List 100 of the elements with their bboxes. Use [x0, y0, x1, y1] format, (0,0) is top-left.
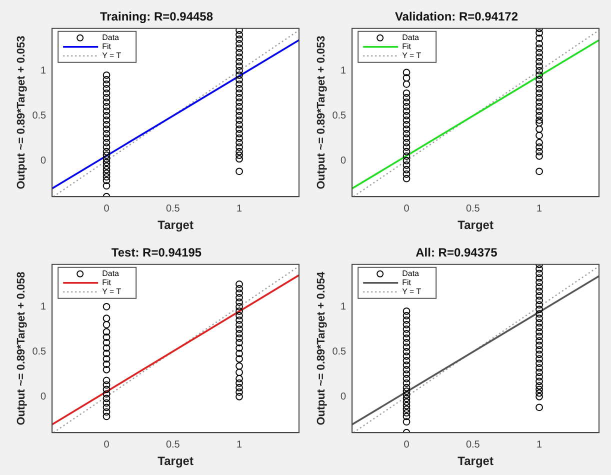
x-tick-label: 0.5 — [166, 203, 180, 214]
point — [536, 328, 543, 336]
x-tick-label: 0.5 — [466, 439, 480, 450]
point — [536, 76, 543, 84]
point — [402, 409, 410, 417]
point — [236, 374, 243, 382]
point — [536, 119, 543, 127]
point — [102, 344, 110, 352]
point — [236, 71, 243, 79]
point — [236, 148, 243, 156]
point — [402, 394, 410, 402]
point — [402, 170, 410, 178]
point — [102, 182, 110, 190]
chart-title: Training: R=0.94458 — [100, 10, 214, 24]
point — [536, 319, 543, 327]
point — [402, 325, 410, 333]
point — [536, 84, 543, 92]
point — [102, 71, 110, 79]
point — [236, 152, 243, 159]
point — [536, 274, 543, 282]
point — [236, 134, 243, 142]
point — [402, 343, 410, 351]
point — [236, 112, 243, 120]
point — [236, 35, 243, 43]
point — [536, 342, 543, 350]
point — [402, 112, 410, 120]
legend-label: Fit — [402, 42, 412, 52]
point — [536, 392, 543, 400]
point — [536, 107, 543, 115]
point — [402, 312, 410, 320]
point — [236, 130, 243, 138]
point — [402, 348, 410, 356]
point — [236, 298, 243, 306]
point — [536, 116, 543, 124]
point — [536, 360, 543, 368]
point — [536, 168, 543, 176]
x-axis-title: Target — [458, 454, 494, 468]
point — [102, 148, 110, 156]
point — [536, 386, 543, 394]
point — [536, 378, 543, 386]
legend-label: Y = T — [102, 51, 122, 60]
point — [402, 98, 410, 106]
point — [236, 107, 243, 115]
point — [402, 330, 410, 338]
point — [536, 152, 543, 160]
point — [102, 94, 110, 102]
point — [236, 294, 243, 302]
point — [536, 98, 543, 106]
point — [536, 58, 543, 66]
point — [102, 170, 110, 177]
point — [102, 166, 110, 174]
point — [102, 302, 110, 310]
point — [236, 84, 243, 92]
x-tick-label: 0 — [404, 439, 410, 450]
point — [402, 161, 410, 169]
point — [402, 116, 410, 124]
point — [236, 58, 243, 66]
legend-label: Data — [402, 269, 420, 278]
point — [402, 391, 410, 399]
point — [236, 284, 243, 292]
point — [536, 404, 543, 412]
y-tick-label: 1 — [340, 65, 347, 76]
y-tick-label: 0.5 — [32, 346, 47, 358]
point — [102, 130, 110, 138]
point — [236, 138, 243, 146]
point — [236, 362, 243, 370]
point — [402, 338, 410, 346]
point — [536, 350, 543, 358]
point — [402, 366, 410, 374]
x-tick-label: 1 — [536, 439, 542, 450]
point — [536, 364, 543, 372]
point — [236, 89, 243, 97]
y-tick-label: 1 — [340, 301, 347, 312]
point — [102, 360, 110, 368]
x-axis-title: Target — [158, 454, 194, 468]
point — [236, 302, 243, 310]
point — [536, 265, 543, 273]
point — [102, 143, 110, 151]
point — [102, 152, 110, 159]
point — [536, 270, 543, 278]
point — [402, 356, 410, 364]
legend-label: Fit — [102, 42, 112, 52]
point — [236, 98, 243, 106]
point — [402, 374, 410, 382]
point — [102, 328, 110, 336]
point — [402, 102, 410, 110]
point — [102, 116, 110, 124]
point — [536, 278, 543, 286]
point — [536, 324, 543, 332]
point — [236, 320, 243, 328]
point — [536, 373, 543, 381]
point — [102, 80, 110, 88]
point — [236, 143, 243, 151]
point — [402, 125, 410, 133]
point — [402, 94, 410, 102]
x-tick-label: 1 — [236, 439, 242, 450]
y-axis-title: Output ~= 0.89*Target + 0.053 — [16, 36, 28, 190]
point — [236, 307, 243, 315]
point — [102, 408, 110, 416]
point — [102, 386, 110, 394]
